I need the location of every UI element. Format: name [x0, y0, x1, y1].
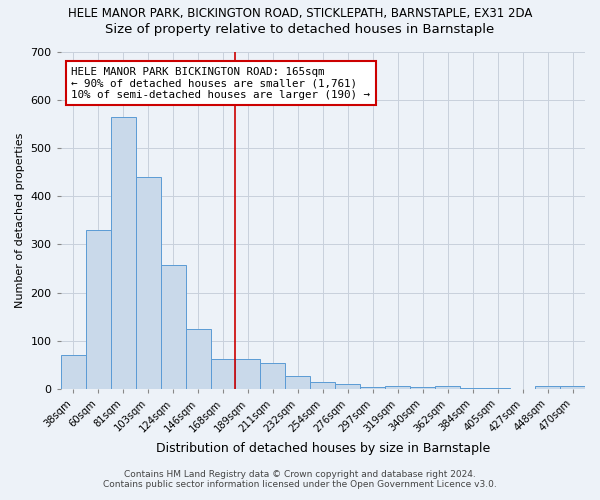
Bar [86, 230, 110, 389]
Bar [110, 116, 136, 389]
Bar [61, 356, 86, 389]
Bar [485, 388, 510, 389]
Bar [335, 384, 361, 389]
Text: Contains HM Land Registry data © Crown copyright and database right 2024.
Contai: Contains HM Land Registry data © Crown c… [103, 470, 497, 489]
Bar [211, 359, 235, 389]
Bar [410, 386, 435, 389]
Bar [435, 386, 460, 389]
Bar [560, 386, 585, 389]
Text: HELE MANOR PARK, BICKINGTON ROAD, STICKLEPATH, BARNSTAPLE, EX31 2DA: HELE MANOR PARK, BICKINGTON ROAD, STICKL… [68, 8, 532, 20]
Bar [310, 382, 335, 389]
Text: HELE MANOR PARK BICKINGTON ROAD: 165sqm
← 90% of detached houses are smaller (1,: HELE MANOR PARK BICKINGTON ROAD: 165sqm … [71, 66, 370, 100]
Bar [385, 386, 410, 389]
Bar [535, 386, 560, 389]
Bar [260, 364, 286, 389]
Bar [361, 386, 385, 389]
Bar [286, 376, 310, 389]
Bar [185, 328, 211, 389]
Bar [136, 177, 161, 389]
Text: Size of property relative to detached houses in Barnstaple: Size of property relative to detached ho… [106, 22, 494, 36]
Bar [460, 388, 485, 389]
Y-axis label: Number of detached properties: Number of detached properties [15, 132, 25, 308]
Bar [161, 264, 185, 389]
Bar [235, 358, 260, 389]
X-axis label: Distribution of detached houses by size in Barnstaple: Distribution of detached houses by size … [156, 442, 490, 455]
